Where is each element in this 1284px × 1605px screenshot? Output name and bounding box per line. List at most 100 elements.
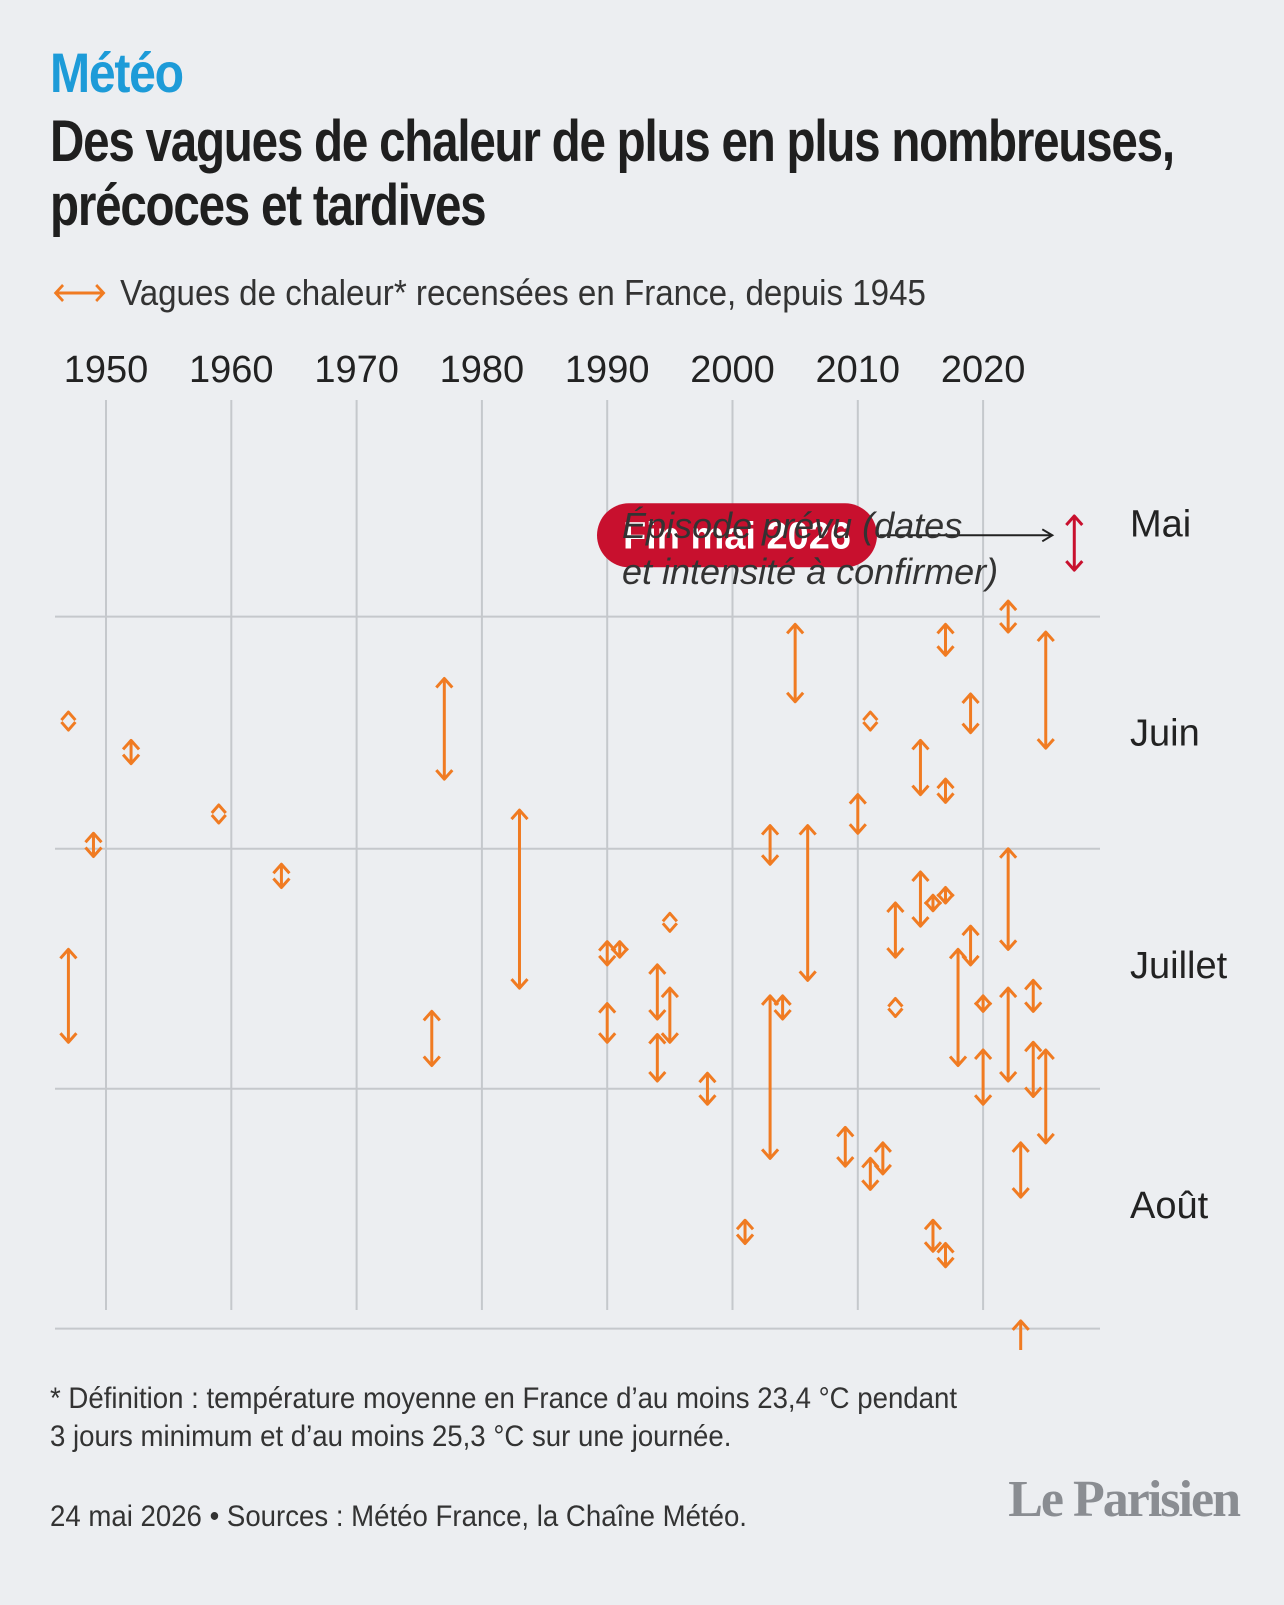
month-label: Juin	[1130, 713, 1200, 755]
arrow-head-up	[510, 808, 529, 821]
brand-logo: Le Parisien	[1008, 1471, 1241, 1528]
arrow-head-down	[936, 792, 955, 804]
arrow-head-down	[936, 645, 955, 657]
arrow-head-up	[873, 1141, 892, 1153]
arrow-head-down	[911, 784, 930, 797]
episodes	[59, 599, 1055, 1350]
legend-label: Vagues de chaleur* recensées en France, …	[120, 272, 926, 313]
forecast-badge	[597, 503, 877, 568]
arrow-head-up	[911, 738, 930, 751]
heatwave-episode	[735, 1218, 755, 1246]
heatwave-episode	[923, 1218, 943, 1253]
arrow-head-down	[735, 1233, 755, 1246]
heatwave-episode	[861, 1156, 880, 1191]
year-tick-label: 1970	[314, 350, 399, 391]
heatwave-episode	[610, 940, 629, 959]
heatwave-episode	[936, 885, 955, 905]
arrow-head-down	[773, 1009, 792, 1021]
year-tick-label: 2010	[816, 350, 901, 391]
arrow-head-up	[886, 901, 905, 913]
heatwave-episode	[936, 777, 955, 804]
arrow-head-down	[760, 1148, 780, 1160]
heatwave-episode	[911, 738, 930, 797]
year-tick-label: 1990	[565, 350, 650, 391]
heatwave-episode	[422, 1009, 441, 1067]
arrow-head-down	[60, 721, 77, 732]
arrow-head-down	[873, 1163, 892, 1176]
forecast-episode	[1065, 514, 1084, 572]
arrow-head-up	[661, 911, 678, 923]
forecast-note-line-1: Épisode prévu (dates	[622, 505, 962, 546]
arrow-head-up	[760, 824, 780, 836]
heatwave-episode	[911, 870, 930, 928]
heatwave-episode	[862, 710, 879, 732]
arrow-head-down	[59, 1032, 78, 1044]
arrow-head-up	[598, 1002, 617, 1014]
arrow-head-down	[973, 1094, 993, 1106]
forecast-badge-label: Fin mai 2026	[623, 515, 851, 557]
arrow-head-up	[936, 777, 955, 790]
arrow-head-down	[272, 877, 291, 889]
arrow-head-up	[786, 622, 805, 635]
arrow-head-up	[1036, 630, 1055, 643]
heatwave-episode	[936, 1242, 955, 1269]
arrow-head-down	[999, 622, 1018, 634]
arrow-head-down	[661, 922, 678, 933]
heatwave-episode	[786, 622, 805, 704]
arrow-head-down	[936, 892, 955, 905]
source-footer: 24 mai 2026 • Sources : Météo France, la…	[50, 1500, 747, 1533]
heatwave-episode	[1024, 1040, 1043, 1098]
arrow-head-down	[648, 1009, 667, 1021]
arrow-head-up	[1011, 1141, 1030, 1153]
heatwave-episode	[973, 994, 993, 1013]
arrow-head-down	[862, 721, 879, 732]
arrow-head-down	[1024, 1001, 1043, 1013]
heatwave-episode	[598, 940, 617, 967]
heatwave-episode	[1011, 1141, 1030, 1199]
arrow-head-up	[610, 940, 629, 952]
heatwave-episode	[1036, 630, 1055, 750]
arrow-head-down	[848, 823, 867, 835]
arrow-head-down	[886, 947, 905, 959]
heatwave-episode	[973, 1048, 993, 1106]
arrow-head-down	[598, 954, 617, 967]
arrow-head-down	[999, 1070, 1018, 1083]
footnote: * Définition : température moyenne en Fr…	[50, 1380, 1062, 1456]
arrow-head-down	[610, 947, 629, 959]
arrow-head-down	[911, 916, 930, 928]
heatwave-episode	[648, 963, 667, 1021]
arrow-head-up	[911, 870, 930, 882]
heatwave-episode	[948, 947, 968, 1067]
arrow-head-up	[999, 599, 1018, 612]
heatwave-episode	[760, 994, 780, 1160]
arrow-head-up	[422, 1009, 441, 1022]
arrow-head-down	[760, 854, 780, 866]
heatwave-episode	[1011, 1319, 1030, 1350]
arrow-head-down	[786, 691, 805, 704]
arrow-head-up	[936, 1242, 955, 1254]
arrow-head-down	[1024, 1086, 1043, 1098]
heatwave-episode	[798, 824, 817, 982]
year-axis: 1950 1960 1970 1980 1990 2000 2010 2020	[64, 350, 1026, 391]
heatwave-episode	[272, 862, 291, 889]
heatwave-episode	[999, 986, 1018, 1083]
arrow-head-up	[698, 1071, 717, 1084]
arrow-head-up	[735, 1218, 755, 1231]
arrow-head-up	[862, 710, 879, 722]
heatwave-episode	[1036, 1048, 1055, 1145]
heatwave-episode	[836, 1125, 855, 1168]
arrow-head-up	[272, 862, 291, 875]
arrow-head-up	[923, 1218, 943, 1231]
heatwave-episode	[84, 831, 103, 859]
arrow-head-down	[1011, 1187, 1030, 1199]
heatwave-episode	[886, 901, 905, 959]
arrow-head-down	[435, 769, 454, 781]
arrow-head-up	[936, 885, 955, 898]
year-tick-label: 1960	[189, 350, 274, 391]
arrow-head-up	[648, 1033, 667, 1045]
heatwave-episode	[1024, 978, 1043, 1013]
title-line-1: Des vagues de chaleur de plus en plus no…	[50, 109, 1175, 174]
arrow-head-down	[961, 722, 980, 735]
legend: Vagues de chaleur* recensées en France, …	[52, 272, 926, 314]
